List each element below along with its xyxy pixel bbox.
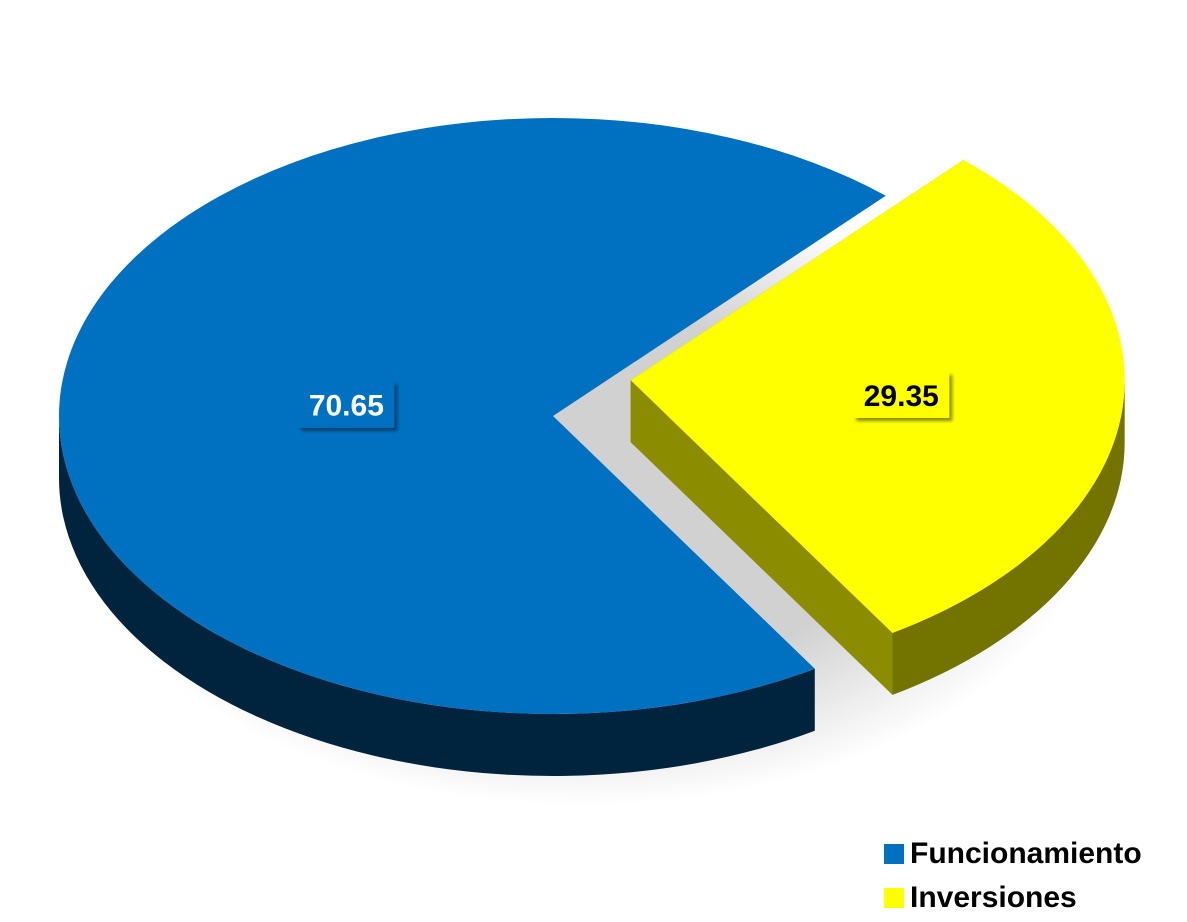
data-label-text-funcionamiento: 70.65	[309, 390, 384, 423]
legend-item-funcionamiento[interactable]: Funcionamiento	[884, 832, 1142, 876]
data-label-inversiones: 29.35	[853, 371, 950, 418]
pie-side-funcionamiento	[59, 416, 815, 777]
pie-wall-inversiones-1	[630, 380, 893, 695]
data-label-box-funcionamiento	[298, 381, 395, 428]
legend: Funcionamiento Inversiones	[884, 832, 1142, 920]
data-label-funcionamiento: 70.65	[298, 381, 395, 428]
legend-swatch-funcionamiento	[884, 844, 904, 864]
pie-side-inversiones	[892, 380, 1125, 695]
data-label-text-inversiones: 29.35	[864, 380, 939, 413]
pie-slice-funcionamiento[interactable]	[59, 117, 886, 714]
legend-label-funcionamiento: Funcionamiento	[910, 837, 1142, 870]
legend-item-inversiones[interactable]: Inversiones	[884, 876, 1142, 920]
legend-label-inversiones: Inversiones	[910, 881, 1077, 914]
legend-swatch-inversiones	[884, 888, 904, 908]
data-label-box-inversiones	[853, 371, 950, 418]
